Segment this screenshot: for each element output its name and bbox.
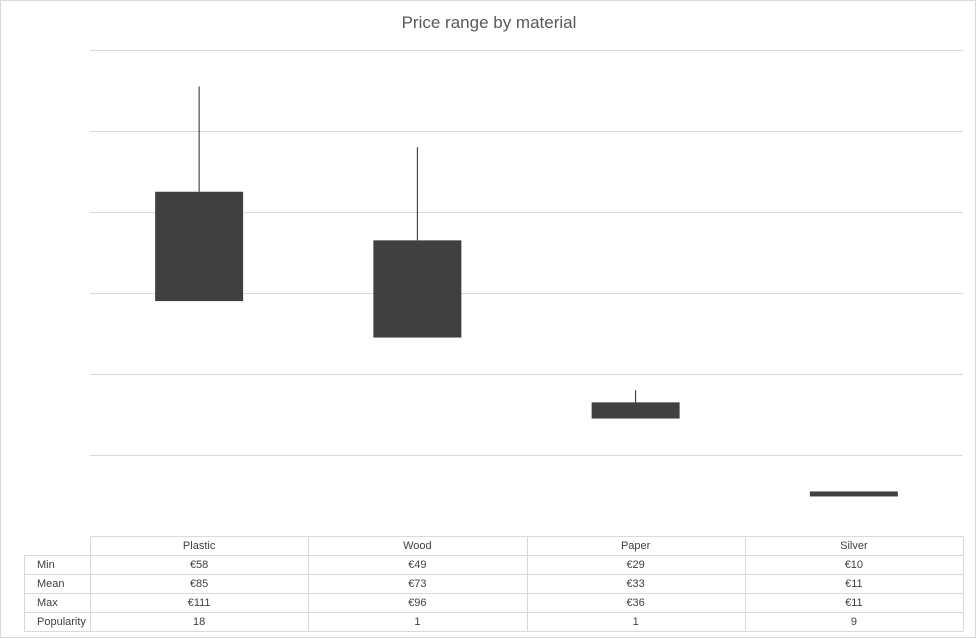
- row-label: Max: [37, 597, 58, 609]
- row-label: Min: [37, 559, 55, 571]
- row-label: Popularity: [37, 616, 86, 628]
- table-cell: €11: [845, 597, 863, 609]
- table-cell: €85: [190, 578, 208, 590]
- table-cell: 1: [414, 616, 420, 628]
- table-cell: €11: [845, 578, 863, 590]
- data-table: Plastic Wood Paper Silver Min €58 €49 €29 €10 Mea…: [24, 536, 964, 632]
- table-cell: €29: [626, 559, 644, 571]
- table-cell: €58: [190, 559, 208, 571]
- bar-silver: [809, 491, 898, 497]
- table-cell: €96: [408, 597, 426, 609]
- table-cell: €10: [845, 559, 863, 571]
- table-cell: €111: [188, 597, 211, 609]
- category-label: Plastic: [183, 540, 216, 552]
- category-label: Silver: [840, 540, 868, 552]
- table-cell: €49: [408, 559, 426, 571]
- table-cell: €33: [626, 578, 644, 590]
- table-cell: 18: [193, 616, 205, 628]
- row-label: Mean: [37, 578, 65, 590]
- bars: [155, 86, 898, 497]
- chart-title: Price range by material: [402, 13, 577, 32]
- table-cell: €36: [626, 597, 644, 609]
- table-cell: €73: [408, 578, 426, 590]
- category-label: Paper: [621, 540, 651, 552]
- bar-paper: [591, 402, 680, 419]
- bar-plastic: [155, 191, 244, 302]
- category-label: Wood: [403, 540, 432, 552]
- bar-wood: [373, 240, 462, 338]
- table-cell: 9: [851, 616, 857, 628]
- table-cell: 1: [633, 616, 639, 628]
